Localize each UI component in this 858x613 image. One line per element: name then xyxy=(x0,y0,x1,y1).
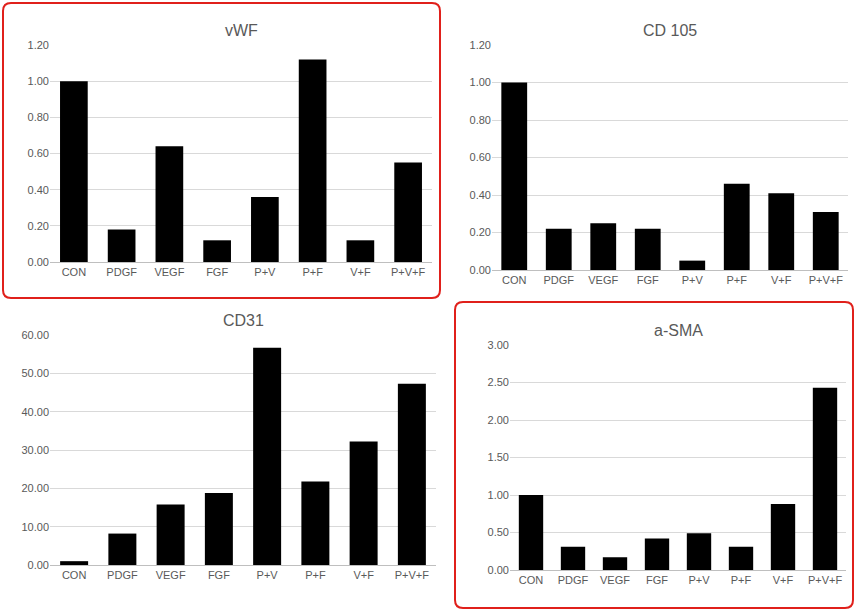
svg-text:V+F: V+F xyxy=(771,274,792,286)
svg-text:CON: CON xyxy=(62,569,87,581)
svg-text:0.20: 0.20 xyxy=(470,226,491,238)
svg-text:a-SMA: a-SMA xyxy=(654,322,703,339)
svg-text:VEGF: VEGF xyxy=(154,266,184,278)
svg-text:60.00: 60.00 xyxy=(21,329,49,341)
svg-text:P+V+F: P+V+F xyxy=(808,574,843,586)
svg-text:P+F: P+F xyxy=(731,574,752,586)
svg-text:vWF: vWF xyxy=(225,22,258,39)
svg-text:0.60: 0.60 xyxy=(470,151,491,163)
svg-text:10.00: 10.00 xyxy=(21,521,49,533)
svg-text:V+F: V+F xyxy=(350,266,371,278)
svg-text:1.00: 1.00 xyxy=(28,75,49,87)
svg-text:PDGF: PDGF xyxy=(558,574,589,586)
svg-text:P+V+F: P+V+F xyxy=(391,266,426,278)
svg-text:VEGF: VEGF xyxy=(600,574,630,586)
svg-text:VEGF: VEGF xyxy=(156,569,186,581)
svg-text:FGF: FGF xyxy=(206,266,228,278)
svg-text:P+V: P+V xyxy=(682,274,704,286)
svg-text:FGF: FGF xyxy=(637,274,659,286)
svg-text:P+F: P+F xyxy=(305,569,326,581)
svg-text:V+F: V+F xyxy=(773,574,794,586)
svg-text:0.50: 0.50 xyxy=(488,526,509,538)
svg-text:1.50: 1.50 xyxy=(488,451,509,463)
svg-text:V+F: V+F xyxy=(353,569,374,581)
svg-text:40.00: 40.00 xyxy=(21,406,49,418)
svg-text:0.20: 0.20 xyxy=(28,220,49,232)
svg-text:FGF: FGF xyxy=(646,574,668,586)
svg-text:PDGF: PDGF xyxy=(106,266,137,278)
svg-text:0.80: 0.80 xyxy=(28,111,49,123)
svg-text:3.00: 3.00 xyxy=(488,339,509,351)
svg-text:0.00: 0.00 xyxy=(28,256,49,268)
svg-text:P+V+F: P+V+F xyxy=(395,569,430,581)
svg-text:P+F: P+F xyxy=(302,266,323,278)
svg-text:30.00: 30.00 xyxy=(21,444,49,456)
svg-text:2.50: 2.50 xyxy=(488,376,509,388)
svg-text:20.00: 20.00 xyxy=(21,482,49,494)
svg-text:0.80: 0.80 xyxy=(470,114,491,126)
svg-text:CD 105: CD 105 xyxy=(643,22,697,39)
svg-text:CON: CON xyxy=(519,574,544,586)
svg-text:50.00: 50.00 xyxy=(21,367,49,379)
svg-text:CD31: CD31 xyxy=(223,312,264,329)
svg-text:P+V: P+V xyxy=(688,574,710,586)
svg-text:1.20: 1.20 xyxy=(28,39,49,51)
svg-text:0.00: 0.00 xyxy=(488,564,509,576)
svg-text:VEGF: VEGF xyxy=(588,274,618,286)
svg-text:0.40: 0.40 xyxy=(470,189,491,201)
svg-text:PDGF: PDGF xyxy=(107,569,138,581)
svg-text:0.60: 0.60 xyxy=(28,147,49,159)
svg-text:FGF: FGF xyxy=(208,569,230,581)
svg-text:P+V: P+V xyxy=(254,266,276,278)
svg-text:1.00: 1.00 xyxy=(488,489,509,501)
svg-text:P+F: P+F xyxy=(727,274,748,286)
svg-text:1.00: 1.00 xyxy=(470,76,491,88)
svg-text:2.00: 2.00 xyxy=(488,414,509,426)
svg-text:P+V+F: P+V+F xyxy=(809,274,844,286)
svg-text:1.20: 1.20 xyxy=(470,39,491,51)
svg-text:CON: CON xyxy=(62,266,87,278)
svg-text:CON: CON xyxy=(502,274,527,286)
svg-text:0.40: 0.40 xyxy=(28,184,49,196)
svg-text:0.00: 0.00 xyxy=(28,559,49,571)
svg-text:0.00: 0.00 xyxy=(470,264,491,276)
svg-text:P+V: P+V xyxy=(257,569,279,581)
svg-text:PDGF: PDGF xyxy=(543,274,574,286)
